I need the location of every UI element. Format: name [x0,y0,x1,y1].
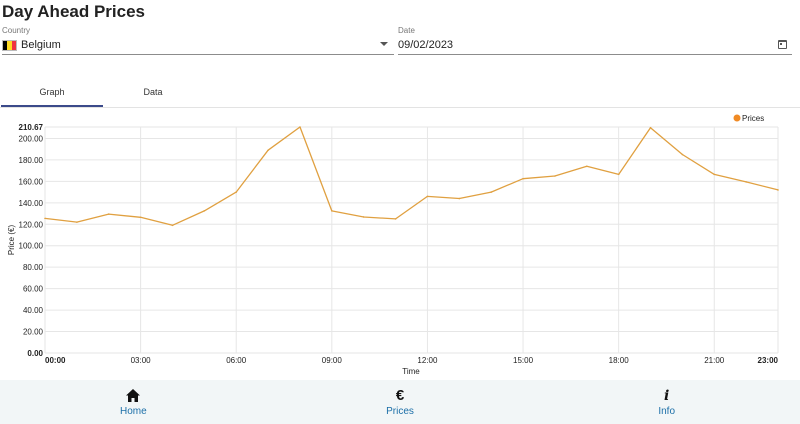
chevron-down-icon[interactable] [380,42,388,46]
y-tick-label: 160.00 [19,177,44,186]
data-point [299,126,301,128]
y-tick-label: 200.00 [19,134,44,143]
tab-graph[interactable]: Graph [1,78,103,107]
data-point [777,189,779,191]
x-tick-label: 23:00 [758,356,779,365]
nav-prices[interactable]: € Prices [267,380,534,424]
data-point [107,213,110,215]
y-tick-label: 40.00 [23,306,44,315]
x-tick-label: 15:00 [513,356,534,365]
nav-home[interactable]: Home [0,380,267,424]
country-value: Belgium [21,39,61,51]
x-tick-label: 06:00 [226,356,247,365]
page-title: Day Ahead Prices [2,2,145,21]
data-point [394,218,397,220]
country-select[interactable]: Country Belgium [2,25,394,55]
bottom-navigation: Home € Prices i Info [0,380,800,424]
x-tick-label: 18:00 [609,356,630,365]
euro-icon: € [395,386,405,404]
data-point [649,126,652,129]
price-chart-svg: 0.00 20.00 40.00 60.00 80.00 100.00 120.00 140.… [7,114,779,376]
y-axis-label: Price (€) [7,225,16,256]
series-line-prices [44,126,779,226]
nav-info[interactable]: i Info [533,380,800,424]
x-axis-label: Time [402,367,420,376]
data-point [522,177,524,180]
calendar-icon[interactable] [778,40,787,49]
data-point [76,221,78,223]
y-tick-label: 80.00 [23,263,44,272]
y-tick-label: 210.67 [19,123,44,132]
home-icon [126,388,141,404]
legend-marker-prices [733,114,741,122]
data-point [331,210,333,212]
nav-prices-label: Prices [386,405,414,417]
date-label: Date [398,26,415,35]
data-point [203,210,206,212]
data-point [617,173,620,176]
data-point [745,181,747,183]
x-tick-label: 12:00 [417,356,438,365]
x-tick-label: 21:00 [704,356,725,365]
info-icon: i [664,387,670,404]
date-value: 09/02/2023 [398,39,454,51]
data-point [44,217,46,220]
data-point [267,149,269,152]
country-label: Country [2,26,31,35]
data-point [458,197,461,200]
date-input[interactable]: Date 09/02/2023 [398,25,792,55]
x-tick-label: 03:00 [131,356,152,365]
data-point [490,191,492,193]
data-point [426,195,429,198]
tab-data[interactable]: Data [143,87,163,97]
y-tick-label: 180.00 [19,156,44,165]
data-point [554,175,556,177]
nav-home-label: Home [119,405,147,417]
data-point [235,191,238,193]
x-tick-label: 09:00 [322,356,343,365]
price-chart: 0.00 20.00 40.00 60.00 80.00 100.00 120.00 140.… [0,108,800,380]
data-point [713,173,716,176]
y-tick-label: 60.00 [23,285,44,294]
data-point [362,216,365,218]
y-tick-label: 0.00 [27,349,43,358]
data-point [139,216,142,219]
y-tick-label: 20.00 [23,328,44,337]
data-point [681,153,684,156]
view-tabs: Graph Data [0,78,800,108]
y-tick-label: 120.00 [19,220,44,229]
y-tick-label: 100.00 [19,242,44,251]
belgium-flag-icon [2,39,17,51]
nav-info-label: Info [658,405,676,417]
legend-label-prices: Prices [742,114,764,123]
data-point [585,165,588,168]
y-tick-label: 140.00 [19,199,44,208]
x-tick-label: 00:00 [45,356,66,365]
data-point [171,224,174,227]
